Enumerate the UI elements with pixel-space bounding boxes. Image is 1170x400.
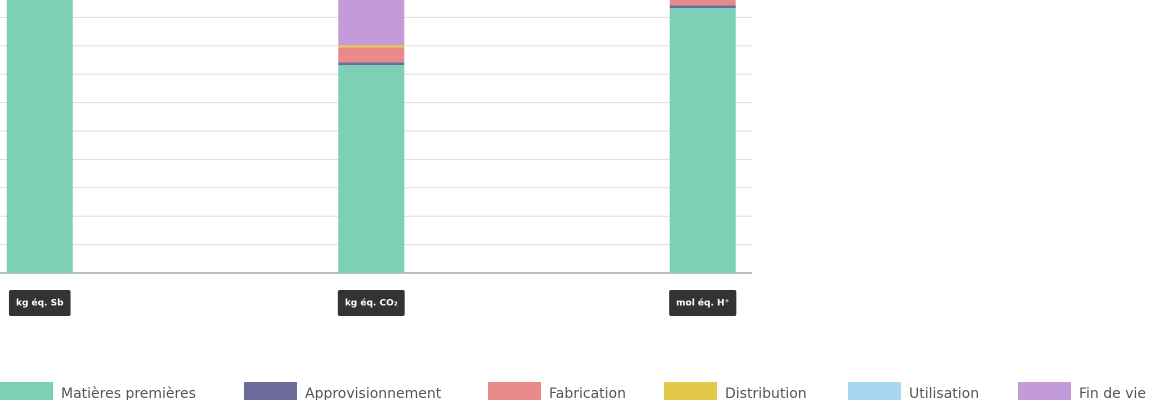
bar-segment [338, 0, 405, 46]
label-box [337, 290, 405, 316]
legend-swatch [848, 382, 901, 400]
label-box [669, 290, 737, 316]
legend-label: Fin de vie [1079, 386, 1146, 400]
legend-swatch [488, 382, 541, 400]
legend-swatch [244, 382, 297, 400]
category-label: mol éq. H⁺ [669, 290, 737, 316]
x-tick-label: kg éq. Sb [16, 298, 64, 309]
legend-label: Utilisation [909, 386, 979, 400]
legend-label: Distribution [725, 386, 807, 400]
bar-segment [338, 65, 405, 273]
bar-segment [338, 47, 405, 63]
bar-segment [6, 0, 73, 273]
legend-label: Matières premières [61, 386, 196, 400]
label-box [8, 290, 71, 316]
legend-swatch [1018, 382, 1071, 400]
bar-segment [338, 45, 405, 48]
bar-segment [669, 8, 736, 273]
legend-swatch [0, 382, 53, 400]
category-label: kg éq. CO₂ [337, 290, 405, 316]
bar-segment [338, 62, 405, 66]
legend-label: Fabrication [549, 386, 626, 400]
bar-segment [669, 0, 736, 6]
bar-segment [669, 5, 736, 9]
x-tick-label: mol éq. H⁺ [676, 298, 729, 309]
legend-label: Approvisionnement [305, 386, 442, 400]
x-tick-label: kg éq. CO₂ [345, 298, 398, 309]
category-label: kg éq. Sb [8, 290, 71, 316]
legend-swatch [664, 382, 717, 400]
